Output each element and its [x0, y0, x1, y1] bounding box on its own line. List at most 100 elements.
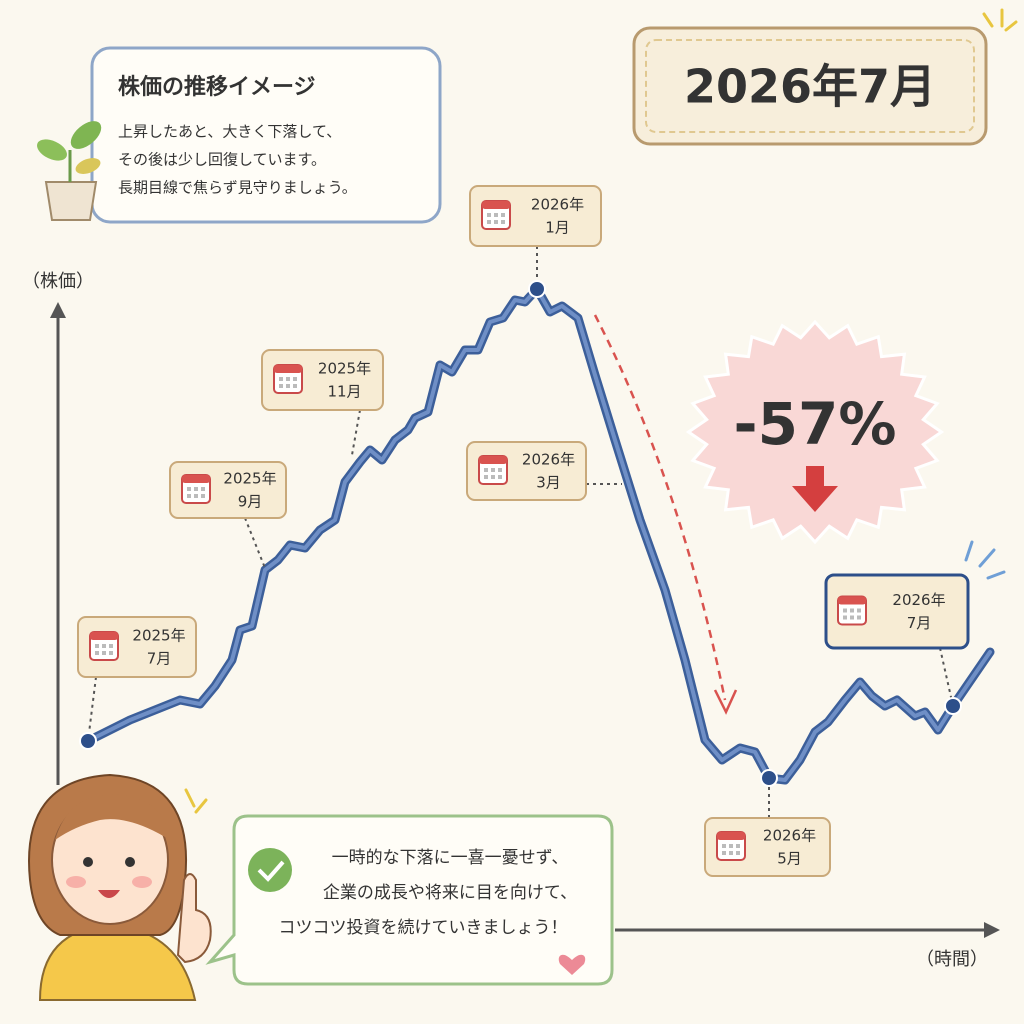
drop-arrow-head: [713, 689, 738, 715]
calendar-cell: [109, 651, 113, 655]
calendar-cell: [286, 384, 290, 388]
date-box: [632, 26, 988, 146]
y-axis-label: （株価）: [22, 271, 94, 292]
calendar-cell: [109, 644, 113, 648]
calendar-top: [274, 365, 302, 373]
badge-burst: [685, 319, 945, 545]
point: [79, 732, 97, 750]
calendar-cell: [293, 384, 297, 388]
calendar-cell: [95, 644, 99, 648]
calendar-cell: [729, 844, 733, 848]
point: [528, 280, 546, 298]
calendar-cell: [722, 851, 726, 855]
calendar-cell: [484, 475, 488, 479]
calendar-cell: [201, 494, 205, 498]
calendar-cell: [498, 468, 502, 472]
sparkle: [982, 8, 1018, 32]
calendar-cell: [95, 651, 99, 655]
calendar-top: [479, 456, 507, 464]
callout-month: 3月: [536, 474, 561, 492]
calendar-cell: [286, 377, 290, 381]
calendar-cell: [850, 608, 854, 613]
calendar-cell: [857, 615, 861, 620]
calendar-cell: [279, 384, 283, 388]
calendar-top: [182, 475, 210, 483]
callout-year: 2025年: [223, 470, 276, 488]
calendar-top: [482, 201, 510, 209]
speech-line: 一時的な下落に一喜一憂せず、: [332, 848, 569, 868]
price-line: [86, 287, 992, 782]
point: [944, 697, 962, 715]
callout-month: 5月: [777, 850, 802, 868]
callout-year: 2026年: [763, 827, 816, 845]
calendar-cell: [729, 851, 733, 855]
callout-month: 9月: [238, 493, 263, 511]
sparkle: [964, 540, 1006, 580]
speech-bubble: [205, 814, 614, 986]
connector: [351, 409, 361, 456]
calendar-cell: [279, 377, 283, 381]
callout-month: 11月: [327, 383, 361, 401]
calendar-cell: [487, 220, 491, 224]
calendar-cell: [501, 220, 505, 224]
calendar-cell: [850, 615, 854, 620]
heart-icon: [558, 954, 586, 975]
callout-year: 2026年: [522, 451, 575, 469]
calendar-cell: [736, 844, 740, 848]
x-axis-arrow: [984, 922, 1000, 938]
y-axis-arrow: [50, 302, 66, 318]
date-title: 2026年7月: [684, 60, 936, 114]
date-box-inner: [645, 39, 975, 133]
callout-year: 2025年: [132, 627, 185, 645]
calendar-cell: [201, 487, 205, 491]
calendar-cell: [194, 494, 198, 498]
calendar-cell: [494, 220, 498, 224]
callout-box: [824, 573, 970, 650]
callout-month: 7月: [907, 614, 932, 632]
calendar-cell: [293, 377, 297, 381]
calendar-cell: [843, 608, 847, 613]
info-line: 長期目線で焦らず見守りましょう。: [118, 179, 357, 197]
calendar-cell: [722, 844, 726, 848]
callout-year: 2026年: [531, 196, 584, 214]
callout-month: 7月: [147, 650, 172, 668]
speech-line: 企業の成長や将来に目を向けて、: [323, 883, 577, 903]
calendar-cell: [187, 487, 191, 491]
calendar-cell: [498, 475, 502, 479]
speech-line: コツコツ投資を続けていきましょう！: [279, 918, 568, 938]
calendar-cell: [487, 213, 491, 217]
callout-month: 1月: [545, 219, 570, 237]
callout-year: 2026年: [892, 591, 945, 609]
calendar-top: [838, 596, 866, 605]
x-axis-label: （時間）: [916, 949, 988, 970]
calendar-cell: [491, 468, 495, 472]
calendar-cell: [494, 213, 498, 217]
calendar-top: [717, 832, 745, 840]
check-icon: [248, 848, 292, 892]
calendar-cell: [857, 608, 861, 613]
point: [760, 769, 778, 787]
callouts: 2025年 7月 2025年 9月 2025年 11月 2026年 1月 2026年 3月 2026…: [77, 185, 970, 877]
check-mark: [257, 860, 285, 882]
calendar-cell: [102, 644, 106, 648]
callout-year: 2025年: [318, 360, 371, 378]
calendar-cell: [484, 468, 488, 472]
calendar-cell: [736, 851, 740, 855]
badge-arrow: [792, 466, 838, 512]
info-line: その後は少し回復しています。: [118, 151, 326, 169]
badge-text: -57%: [734, 390, 897, 458]
connector: [244, 517, 266, 569]
calendar-cell: [102, 651, 106, 655]
connector: [939, 647, 954, 707]
calendar-top: [90, 632, 118, 640]
info-title: 株価の推移イメージ: [118, 74, 316, 100]
calendar-cell: [843, 615, 847, 620]
calendar-cell: [194, 487, 198, 491]
plant-icon: [37, 121, 102, 221]
calendar-cell: [501, 213, 505, 217]
calendar-cell: [491, 475, 495, 479]
info-line: 上昇したあと、大きく下落して、: [118, 123, 341, 141]
calendar-cell: [187, 494, 191, 498]
girl-illustration: [28, 773, 212, 1001]
